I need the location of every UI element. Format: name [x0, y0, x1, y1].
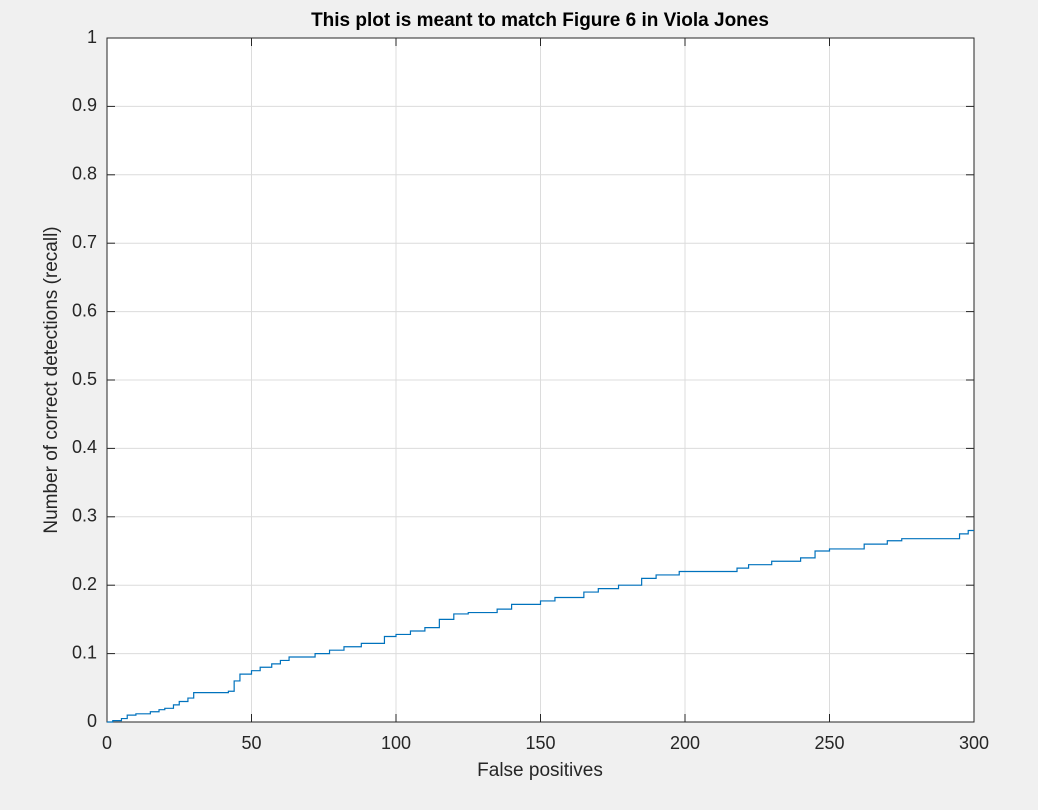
x-tick-label: 100 — [381, 733, 411, 753]
x-tick-label: 200 — [670, 733, 700, 753]
y-tick-label: 0 — [87, 711, 97, 731]
y-tick-label: 1 — [87, 27, 97, 47]
y-tick-label: 0.8 — [72, 164, 97, 184]
chart-title: This plot is meant to match Figure 6 in … — [311, 10, 769, 31]
y-tick-label: 0.4 — [72, 437, 97, 457]
y-tick-label: 0.5 — [72, 369, 97, 389]
axes-box — [106, 37, 975, 723]
y-tick-label: 0.7 — [72, 232, 97, 252]
x-tick-label: 250 — [814, 733, 844, 753]
data-line — [107, 529, 974, 723]
y-tick-label: 0.2 — [72, 574, 97, 594]
x-axis-label: False positives — [477, 760, 603, 781]
x-tick-label: 150 — [525, 733, 555, 753]
y-tick-label: 0.6 — [72, 300, 97, 320]
x-tick-label: 300 — [959, 733, 989, 753]
y-tick-label: 0.9 — [72, 95, 97, 115]
y-axis-label: Number of correct detections (recall) — [41, 226, 62, 533]
x-tick-label: 50 — [241, 733, 261, 753]
x-tick-label: 0 — [102, 733, 112, 753]
y-tick-label: 0.3 — [72, 506, 97, 526]
y-tick-label: 0.1 — [72, 642, 97, 662]
